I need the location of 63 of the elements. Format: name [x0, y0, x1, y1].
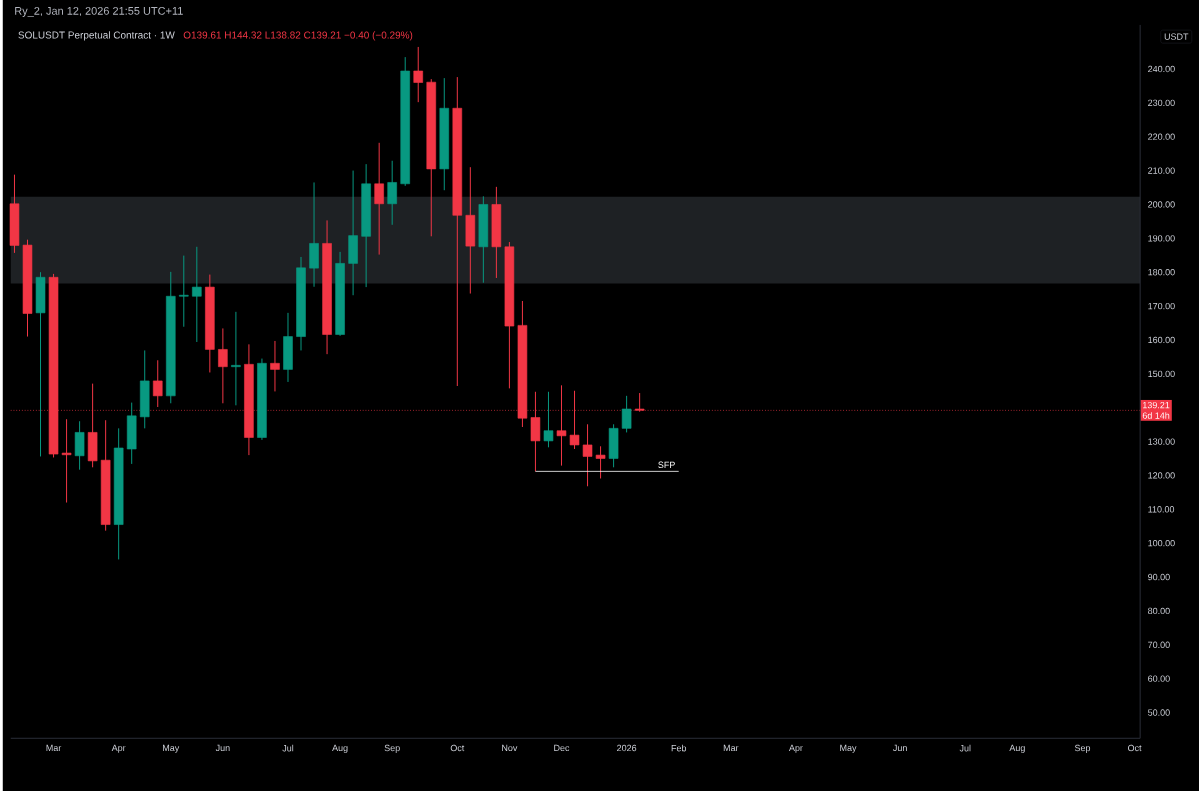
y-tick-label: 210.00: [1148, 167, 1175, 174]
y-tick-label: 110.00: [1148, 506, 1175, 513]
y-tick-label: 60.00: [1148, 675, 1170, 682]
candlestick: [231, 311, 241, 406]
y-tick-label: 150.00: [1148, 370, 1175, 377]
y-tick-label: 200.00: [1148, 201, 1175, 208]
x-tick-label: Nov: [502, 744, 518, 751]
x-tick-label: Dec: [554, 744, 570, 751]
y-tick-label: 80.00: [1148, 607, 1170, 615]
candlestick: [413, 46, 423, 103]
y-tick-label: 230.00: [1148, 99, 1175, 106]
text: SOLUSDT Perpetual Contract · 1W: [18, 31, 175, 41]
ref-line-label: 139.21: [1143, 401, 1170, 409]
y-tick-label: 100.00: [1148, 539, 1175, 547]
x-tick-label: Sep: [1074, 744, 1091, 753]
candlestick: [270, 340, 280, 392]
candlestick: [595, 445, 606, 479]
y-tick-label: 240.00: [1148, 65, 1175, 73]
y-tick-label: 180.00: [1148, 268, 1175, 276]
y-tick-label: 220.00: [1148, 133, 1175, 140]
y-axis-title: USDT: [1164, 33, 1189, 40]
y-tick-label: 160.00: [1148, 336, 1175, 344]
x-tick-label: Jun: [893, 744, 907, 751]
x-tick-label: Mar: [46, 744, 62, 751]
x-tick-label: Mar: [723, 744, 739, 751]
y-tick-label: 190.00: [1148, 235, 1175, 242]
x-tick-label: May: [840, 744, 857, 753]
candlestick: [621, 395, 632, 433]
y-tick-label: 170.00: [1148, 302, 1175, 310]
x-tick-label: May: [163, 744, 180, 753]
text: Ry_2, Jan 12, 2026 21:55 UTC+11: [15, 6, 183, 17]
candlestick: [374, 142, 384, 256]
candlestick: [569, 390, 580, 450]
candlestick: [530, 391, 541, 472]
candlestick: [582, 423, 593, 487]
x-tick-label: Sep: [384, 744, 400, 753]
candlestick: [179, 255, 189, 328]
x-tick-label: Oct: [450, 744, 465, 752]
candlestick: [152, 359, 163, 408]
x-tick-label: Feb: [671, 744, 687, 752]
text: O139.61 H144.32 L138.82 C139.21 −0.40 (−0.29%): [183, 31, 413, 41]
candlestick: [387, 160, 397, 226]
x-tick-label: 2026: [617, 744, 637, 752]
x-tick-label: Jul: [959, 744, 971, 752]
y-tick-label: 120.00: [1148, 472, 1175, 479]
text: 6d 14h: [1142, 412, 1170, 419]
candlestick: [192, 246, 202, 343]
y-tick-label: 70.00: [1148, 641, 1170, 648]
x-tick-label: Oct: [1128, 744, 1142, 752]
x-tick-label: Jun: [215, 744, 230, 751]
y-tick-label: 50.00: [1148, 709, 1170, 716]
candlestick: [543, 391, 554, 448]
x-tick-label: Apr: [111, 744, 126, 753]
candlestick: [74, 420, 85, 471]
x-tick-label: Aug: [332, 744, 348, 753]
x-tick-label: Apr: [788, 744, 803, 753]
x-tick-label: Aug: [1009, 744, 1025, 753]
y-tick-label: 90.00: [1148, 573, 1170, 581]
candlestick: [61, 418, 72, 503]
candlestick: [218, 327, 228, 404]
annotation: SFP: [658, 461, 675, 468]
y-tick-label: 130.00: [1148, 438, 1175, 445]
x-tick-label: Jul: [282, 744, 294, 752]
